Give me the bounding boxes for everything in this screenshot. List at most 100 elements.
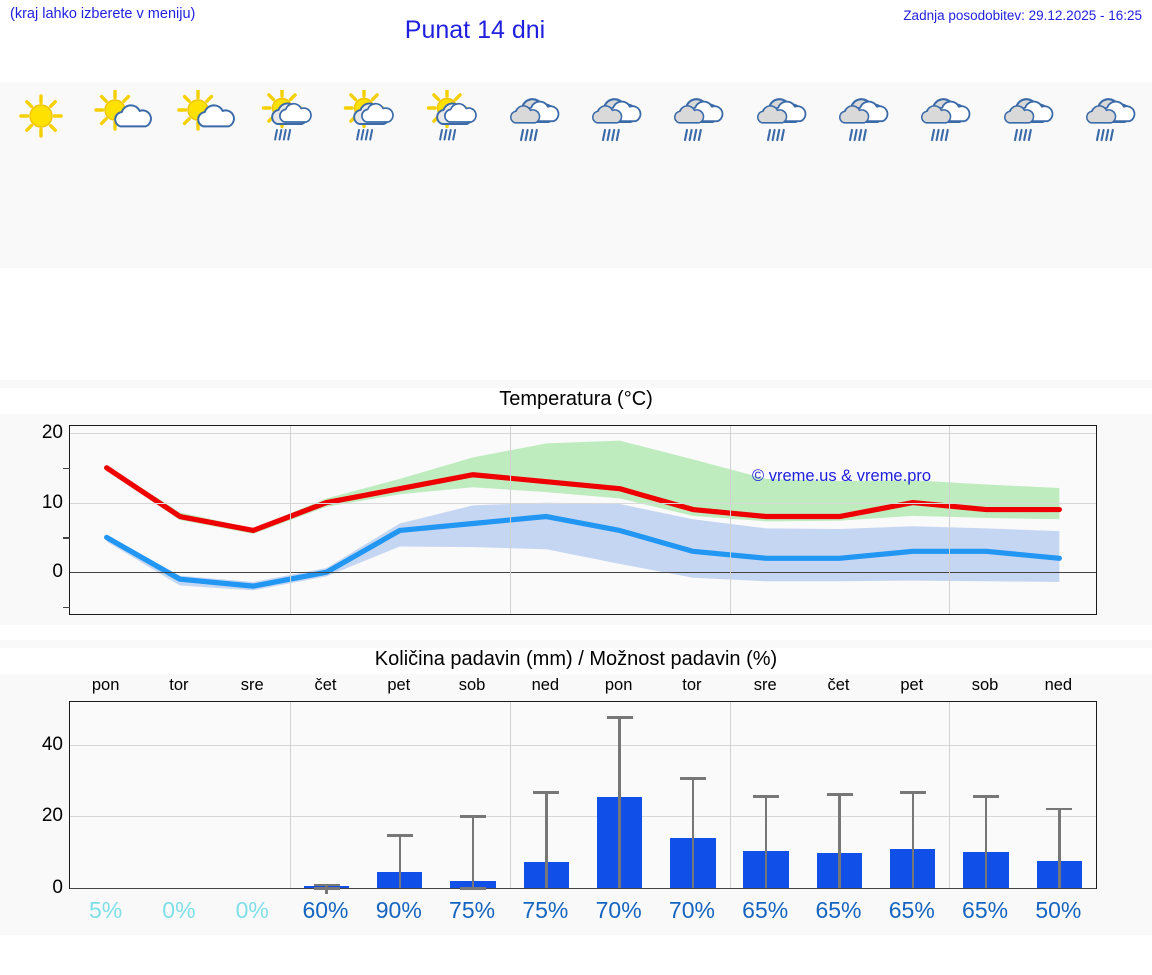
- precipitation-probability: 60%: [302, 897, 349, 923]
- precipitation-error-cap-top: [606, 716, 633, 719]
- precipitation-error-bar: [1058, 807, 1061, 888]
- sun-cloud-rain-icon: [332, 90, 408, 142]
- cloud-rain-icon: [1073, 90, 1149, 142]
- temperature-chart-title: Temperatura (°C): [0, 388, 1152, 414]
- temperature-gridline: [70, 502, 1096, 504]
- precipitation-probability: 90%: [375, 897, 422, 923]
- precipitation-y-tick: 0: [52, 877, 63, 898]
- cloud-rain-icon: [497, 90, 573, 142]
- precipitation-error-cap-top: [679, 777, 706, 780]
- temperature-day-divider: [949, 426, 951, 614]
- precipitation-probability: 70%: [595, 897, 642, 923]
- precipitation-error-bar: [545, 791, 548, 888]
- cloud-rain-icon: [579, 90, 655, 142]
- precipitation-day-divider: [729, 702, 731, 888]
- precipitation-y-tick: 20: [41, 805, 63, 827]
- sun-cloud-icon: [168, 90, 244, 142]
- precipitation-day-label: pet: [387, 676, 411, 694]
- precipitation-day-label: pet: [900, 676, 924, 694]
- daily-forecast-strip: [0, 82, 1152, 268]
- temperature-gridline: [70, 572, 1096, 574]
- precipitation-probability: 0%: [162, 897, 196, 923]
- precipitation-probability: 70%: [668, 897, 715, 923]
- precipitation-day-label: tor: [682, 676, 702, 694]
- precipitation-day-divider: [509, 702, 511, 888]
- precipitation-gridline: [70, 744, 1096, 746]
- precipitation-probability: 50%: [1035, 897, 1082, 923]
- precipitation-error-cap-top: [899, 791, 926, 794]
- page-title: Punat 14 dni: [404, 16, 546, 44]
- precipitation-day-divider: [289, 702, 291, 888]
- day-column[interactable]: [411, 82, 493, 268]
- precipitation-day-label: ned: [531, 676, 560, 694]
- precipitation-gridline: [70, 888, 1096, 890]
- precipitation-day-label: sob: [971, 676, 999, 694]
- day-column[interactable]: [494, 82, 576, 268]
- precipitation-error-bar: [618, 716, 621, 888]
- precipitation-probability: 75%: [449, 897, 496, 923]
- sun-cloud-rain-icon: [415, 90, 491, 142]
- day-column[interactable]: [82, 82, 164, 268]
- precipitation-gridline: [70, 816, 1096, 818]
- day-column[interactable]: [741, 82, 823, 268]
- temperature-day-divider: [289, 426, 291, 614]
- precipitation-day-label: pon: [604, 676, 633, 694]
- precipitation-day-label: čet: [827, 676, 850, 694]
- temperature-minor-tick: [63, 467, 70, 470]
- day-column[interactable]: [905, 82, 987, 268]
- cloud-rain-icon: [991, 90, 1067, 142]
- precipitation-error-bar: [838, 793, 841, 888]
- temperature-y-tick: 10: [41, 491, 63, 513]
- menu-hint: (kraj lahko izberete v meniju): [10, 6, 196, 22]
- day-column[interactable]: [0, 82, 82, 268]
- temperature-day-divider: [509, 426, 511, 614]
- precipitation-day-label: sob: [458, 676, 486, 694]
- cloud-rain-icon: [908, 90, 984, 142]
- last-update: Zadnja posodobitev: 29.12.2025 - 16:25: [903, 8, 1142, 23]
- temperature-minor-tick: [63, 537, 70, 539]
- cloud-rain-icon: [661, 90, 737, 142]
- precipitation-error-bar: [984, 795, 988, 888]
- precipitation-plot-area: 0 20 40: [42, 701, 1097, 898]
- precipitation-probability: 65%: [888, 897, 935, 923]
- page-header: (kraj lahko izberete v meniju) Punat 14 …: [0, 0, 1152, 58]
- precipitation-chart-title: Količina padavin (mm) / Možnost padavin …: [0, 648, 1152, 674]
- precipitation-error-cap-top: [1046, 807, 1073, 811]
- day-column[interactable]: [987, 82, 1069, 268]
- precipitation-probability: 65%: [962, 897, 1009, 923]
- precipitation-probability: 65%: [815, 897, 862, 923]
- cloud-rain-icon: [826, 90, 902, 142]
- sunny-icon: [3, 90, 79, 142]
- precipitation-error-cap-top: [753, 795, 780, 798]
- temperature-y-tick: 20: [41, 421, 63, 443]
- day-column[interactable]: [576, 82, 658, 268]
- precipitation-day-label: tor: [169, 676, 189, 694]
- precipitation-error-bar: [764, 795, 768, 888]
- sun-cloud-rain-icon: [250, 90, 326, 142]
- precipitation-error-cap-top: [386, 834, 413, 837]
- precipitation-day-label: čet: [314, 676, 337, 694]
- precipitation-day-label: sre: [753, 676, 777, 694]
- day-column[interactable]: [658, 82, 740, 268]
- precipitation-probability: 5%: [89, 897, 123, 923]
- precipitation-error-cap-bottom: [460, 887, 487, 890]
- precipitation-error-cap-top: [533, 791, 560, 794]
- sun-cloud-icon: [85, 90, 161, 142]
- precipitation-error-cap-top: [313, 883, 340, 887]
- day-column[interactable]: [329, 82, 411, 268]
- precipitation-error-bar: [691, 777, 695, 888]
- temperature-plot-area: 0 10 20: [42, 422, 1097, 615]
- temperature-y-tick: 0: [52, 561, 63, 583]
- precipitation-error-cap-top: [460, 815, 487, 818]
- day-column[interactable]: [247, 82, 329, 268]
- day-column[interactable]: [823, 82, 905, 268]
- copyright-credit: © vreme.us & vreme.pro: [752, 467, 932, 485]
- day-column[interactable]: [165, 82, 247, 268]
- cloud-rain-icon: [744, 90, 820, 142]
- temperature-gridline: [70, 432, 1096, 434]
- day-column[interactable]: [1070, 82, 1152, 268]
- precipitation-probability: 0%: [235, 897, 269, 923]
- precipitation-probability: 65%: [742, 897, 789, 923]
- precipitation-error-cap-top: [973, 795, 1000, 798]
